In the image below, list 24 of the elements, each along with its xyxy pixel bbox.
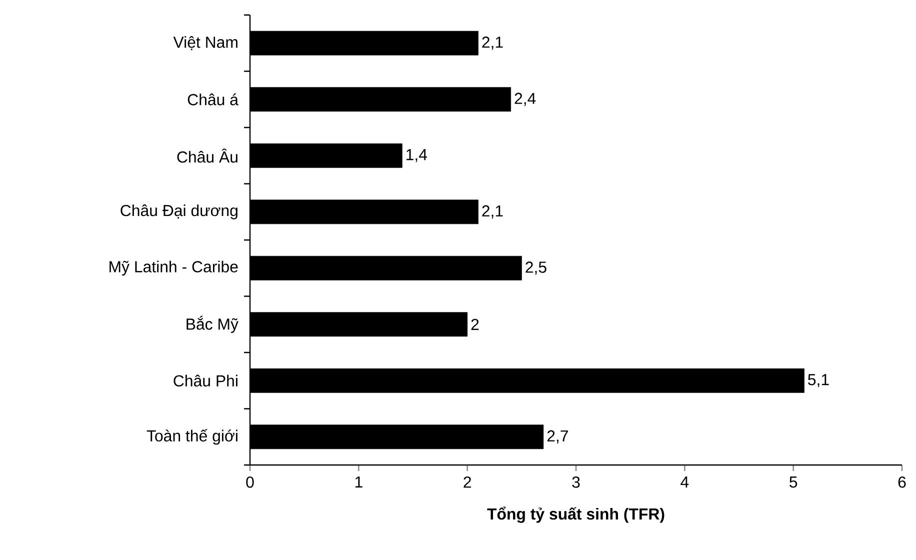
y-tick-label: Mỹ Latinh - Caribe (110, 260, 238, 276)
y-tick-label: Châu Đại dương (120, 204, 238, 220)
y-tick-label: Toàn thế giới (146, 429, 238, 445)
y-tick-label: Châu Phi (174, 374, 238, 387)
y-tick-label: Châu á (188, 93, 238, 106)
data-label: 2 (471, 318, 479, 330)
data-label: 2,1 (482, 205, 503, 218)
y-tick-label: Việt Nam (173, 36, 238, 50)
data-label: 2,1 (482, 36, 503, 50)
x-axis-title: Tổng tỷ suất sinh (TFR) (487, 506, 664, 523)
data-label: 2,5 (526, 262, 546, 275)
x-tick-label: 3 (572, 476, 580, 488)
x-tick-label: 5 (790, 476, 798, 488)
x-tick-label: 0 (246, 476, 254, 488)
data-label: 1,4 (406, 149, 428, 162)
data-label: 5,1 (808, 374, 829, 388)
data-label: 2,7 (547, 430, 568, 444)
x-tick-label: 1 (355, 476, 362, 488)
x-tick-label: 2 (464, 476, 471, 488)
y-tick-label: Châu Âu (177, 148, 238, 163)
x-tick-label: 6 (898, 476, 906, 488)
y-tick-label: Bắc Mỹ (186, 316, 238, 333)
x-tick-label: 4 (680, 476, 689, 488)
data-label: 2,4 (514, 92, 536, 106)
